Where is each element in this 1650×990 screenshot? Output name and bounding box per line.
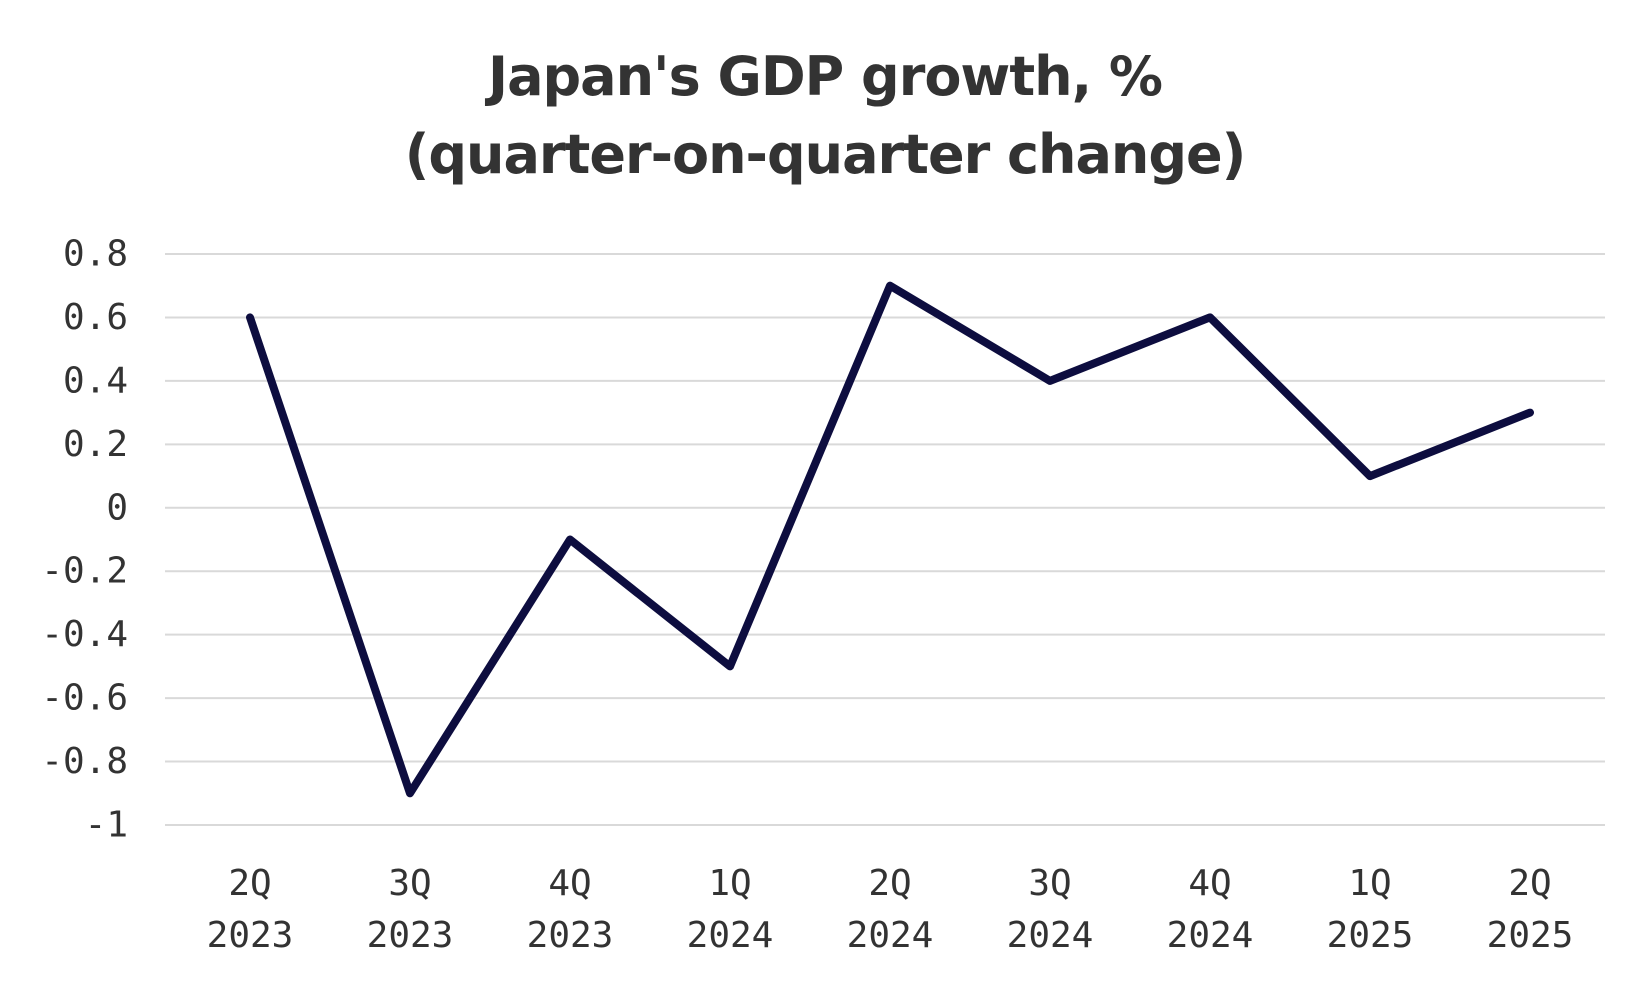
chart-title: Japan's GDP growth, % [487, 45, 1163, 108]
data-point [889, 285, 891, 287]
data-point [1369, 475, 1371, 477]
y-axis: 0.8 0.6 0.4 0.2 0 -0.2 -0.4 -0.6 -0.8 -1 [41, 234, 128, 846]
x-tick-label: 2Q 2023 [207, 863, 294, 956]
data-point [409, 792, 411, 794]
data-point [729, 665, 731, 667]
x-tick-label: 3Q 2023 [367, 863, 454, 956]
y-tick-label: -0.2 [41, 551, 128, 592]
data-point [249, 316, 251, 318]
x-tick-label: 4Q 2023 [527, 863, 614, 956]
series-line [246, 281, 1534, 798]
y-tick-label: -0.6 [41, 678, 128, 719]
x-tick-label: 3Q 2024 [1007, 863, 1094, 956]
x-tick-label: 4Q 2024 [1167, 863, 1254, 956]
y-tick-label: 0.2 [63, 424, 128, 465]
y-tick-label: -1 [85, 805, 128, 846]
series-group [246, 281, 1534, 798]
chart-title-block: Japan's GDP growth, % (quarter-on-quarte… [0, 38, 1650, 194]
data-point [1209, 316, 1211, 318]
y-tick-label: 0.8 [63, 234, 128, 275]
data-point [1529, 412, 1531, 414]
y-tick-label: 0.6 [63, 297, 128, 338]
x-axis: 2Q 2023 3Q 2023 4Q 2023 1Q 2024 2Q 2024 3Q 2024 4Q 20… [207, 863, 1574, 956]
y-tick-label: -0.4 [41, 614, 128, 655]
data-point [1049, 380, 1051, 382]
x-tick-label: 2Q 2025 [1487, 863, 1574, 956]
chart-subtitle: (quarter-on-quarter change) [404, 123, 1247, 186]
gridlines [165, 253, 1605, 826]
data-point [569, 539, 571, 540]
y-tick-label: 0.4 [63, 360, 128, 401]
x-tick-label: 1Q 2024 [687, 863, 774, 956]
y-tick-label: 0 [106, 487, 128, 528]
x-tick-label: 2Q 2024 [847, 863, 934, 956]
y-tick-label: -0.8 [41, 741, 128, 782]
x-tick-label: 1Q 2025 [1327, 863, 1414, 956]
